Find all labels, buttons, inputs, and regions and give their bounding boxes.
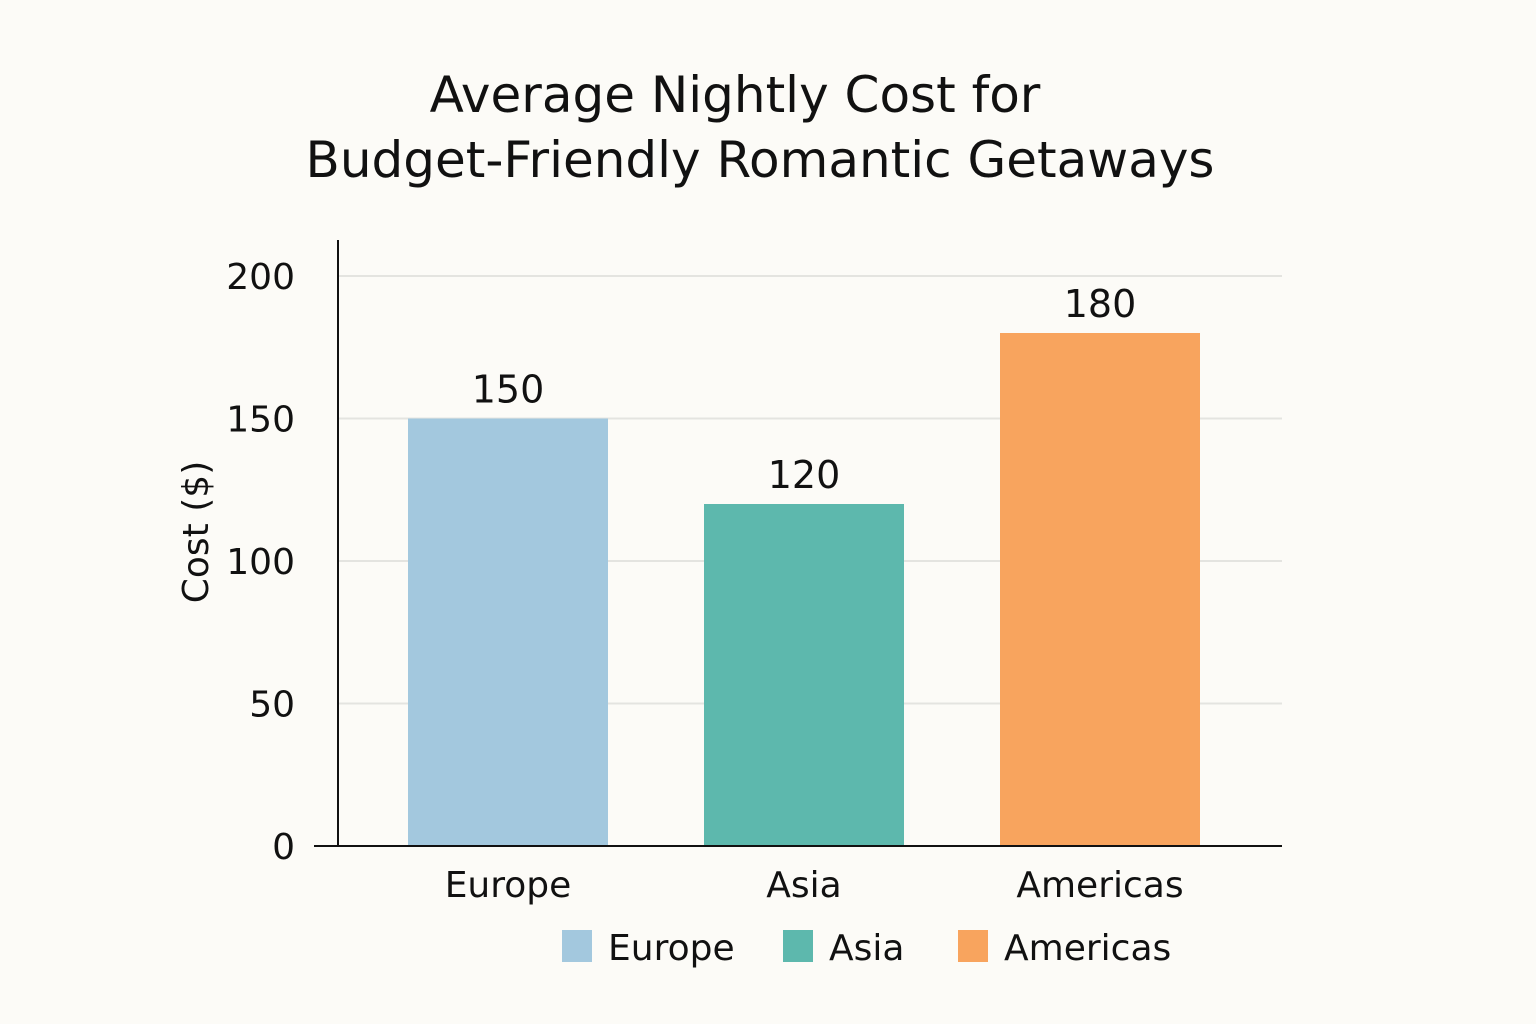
x-tick-label-europe: Europe xyxy=(445,865,572,906)
legend-swatch-europe xyxy=(562,930,592,962)
data-labels: 150 120 180 xyxy=(472,282,1137,497)
legend-swatch-asia xyxy=(783,930,813,962)
bar-americas xyxy=(1000,333,1200,846)
y-tick-labels: 0 50 100 150 200 xyxy=(226,257,295,868)
data-label-asia: 120 xyxy=(768,453,841,497)
axes xyxy=(314,240,1282,847)
x-tick-label-americas: Americas xyxy=(1016,865,1183,906)
y-tick-label: 100 xyxy=(226,542,295,583)
y-tick-label: 0 xyxy=(272,827,295,868)
x-tick-label-asia: Asia xyxy=(766,865,841,906)
data-label-europe: 150 xyxy=(472,368,545,412)
y-tick-label: 50 xyxy=(249,685,295,726)
chart-title-line-2: Budget-Friendly Romantic Getaways xyxy=(305,131,1215,189)
legend: Europe Asia Americas xyxy=(562,928,1171,969)
data-label-americas: 180 xyxy=(1064,282,1137,326)
legend-label-americas: Americas xyxy=(1004,928,1171,969)
y-tick-label: 200 xyxy=(226,257,295,298)
bar-europe xyxy=(408,418,608,846)
chart-title-line-1: Average Nightly Cost for xyxy=(429,66,1041,124)
bars xyxy=(408,333,1200,846)
legend-label-asia: Asia xyxy=(829,928,904,969)
bar-asia xyxy=(704,504,904,846)
legend-swatch-americas xyxy=(958,930,988,962)
y-axis-label: Cost ($) xyxy=(176,461,217,603)
x-tick-labels: Europe Asia Americas xyxy=(445,865,1184,906)
y-tick-label: 150 xyxy=(226,400,295,441)
legend-label-europe: Europe xyxy=(608,928,735,969)
